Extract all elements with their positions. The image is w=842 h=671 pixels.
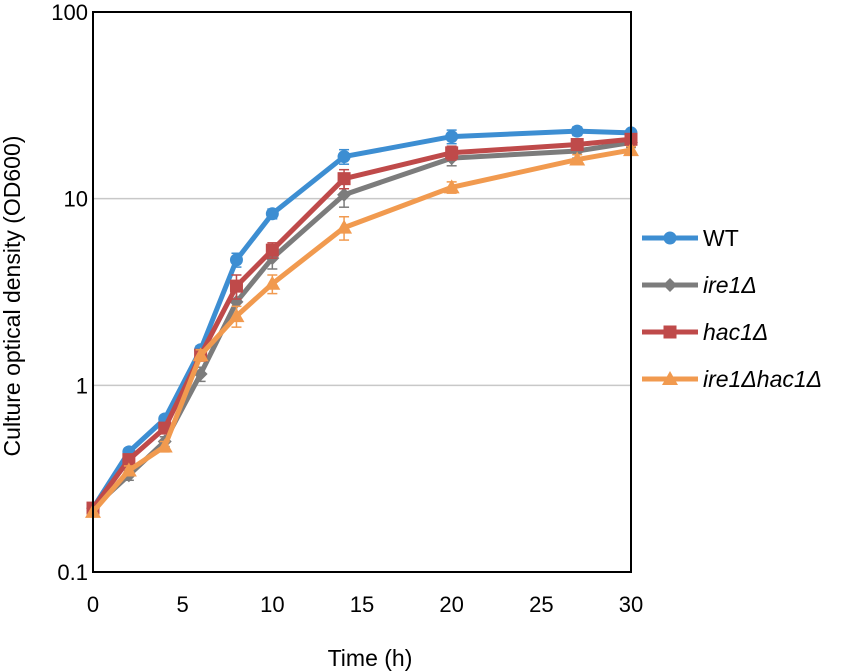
- data-point: [336, 219, 353, 234]
- legend-label: ire1Δhac1Δ: [703, 366, 822, 392]
- legend-label: WT: [703, 225, 739, 251]
- x-tick-label: 5: [177, 592, 189, 617]
- data-point: [229, 279, 243, 293]
- data-point: [156, 438, 173, 453]
- data-point: [120, 462, 137, 477]
- x-tick-label: 10: [260, 592, 284, 617]
- data-point: [337, 150, 351, 164]
- legend-label: ire1Δ: [703, 272, 757, 298]
- y-tick-label: 100: [51, 0, 88, 25]
- data-point: [228, 308, 245, 323]
- data-point: [443, 179, 460, 194]
- data-point: [265, 207, 279, 221]
- legend-label: hac1Δ: [703, 319, 768, 345]
- axis-ticks: 0.1 1 10 100 0 5 10 15 20 25 30: [51, 0, 643, 617]
- data-point: [337, 187, 352, 202]
- data-point: [264, 275, 281, 290]
- x-tick-label: 30: [619, 592, 643, 617]
- data-point: [122, 453, 136, 467]
- y-tick-label: 1: [76, 373, 88, 398]
- legend-swatch-marker: [663, 231, 677, 245]
- series-line: [91, 140, 632, 510]
- legend-item: ire1Δhac1Δ: [642, 366, 822, 392]
- series-line: [90, 128, 632, 510]
- x-tick-label: 20: [439, 592, 463, 617]
- data-point: [445, 146, 459, 160]
- series-line: [90, 136, 632, 510]
- legend-item: WT: [642, 225, 739, 251]
- legend-swatch-marker: [663, 278, 677, 292]
- x-tick-label: 0: [87, 592, 99, 617]
- series-line: [91, 147, 632, 514]
- x-axis-title: Time (h): [328, 645, 413, 671]
- gridlines: [93, 197, 631, 387]
- series-group: [85, 124, 639, 518]
- x-tick-label: 25: [529, 592, 553, 617]
- data-point: [570, 124, 584, 138]
- y-tick-label: 0.1: [57, 560, 88, 585]
- legend-item: ire1Δ: [642, 272, 757, 298]
- y-axis-title: Culture optical density (OD600): [0, 136, 25, 457]
- series-diamond: [86, 135, 638, 516]
- legend-swatch-marker: [663, 325, 677, 339]
- legend-item: hac1Δ: [642, 319, 768, 345]
- data-point: [192, 347, 209, 362]
- data-point: [569, 151, 586, 166]
- data-point: [265, 243, 279, 257]
- data-point: [229, 253, 243, 267]
- data-point: [337, 172, 351, 186]
- y-tick-label: 10: [64, 187, 88, 212]
- x-tick-label: 15: [350, 592, 374, 617]
- legend-swatch-marker: [662, 371, 678, 385]
- data-point: [445, 130, 459, 144]
- series-circle: [86, 124, 638, 515]
- plot-area-frame: [92, 11, 632, 573]
- data-point: [570, 138, 584, 152]
